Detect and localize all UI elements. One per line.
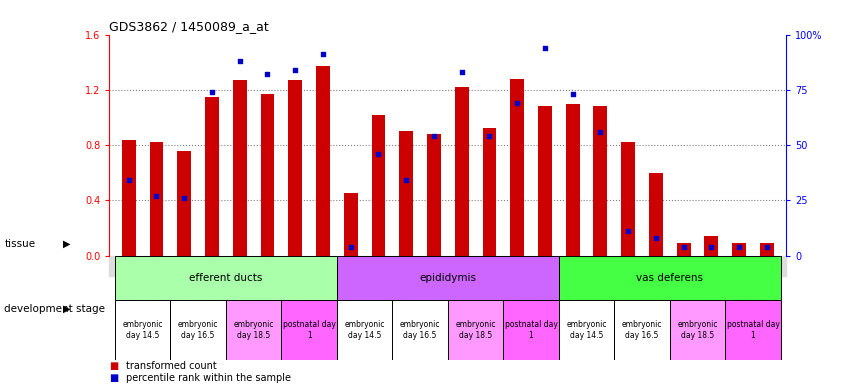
- Bar: [109, 256, 786, 276]
- Bar: [288, 80, 302, 256]
- Bar: [205, 97, 219, 256]
- Point: [233, 58, 246, 64]
- Point: [705, 244, 718, 250]
- Text: development stage: development stage: [4, 304, 105, 314]
- Text: ▶: ▶: [63, 304, 71, 314]
- Text: GDS3862 / 1450089_a_at: GDS3862 / 1450089_a_at: [109, 20, 269, 33]
- Bar: [677, 243, 690, 256]
- Point: [288, 67, 302, 73]
- Text: embryonic
day 16.5: embryonic day 16.5: [399, 320, 441, 339]
- Text: embryonic
day 14.5: embryonic day 14.5: [344, 320, 385, 339]
- Point: [316, 51, 330, 58]
- Bar: [483, 129, 496, 256]
- Bar: [455, 87, 468, 256]
- Bar: [233, 80, 246, 256]
- Point: [649, 235, 663, 241]
- Text: embryonic
day 18.5: embryonic day 18.5: [455, 320, 496, 339]
- Bar: [150, 142, 163, 256]
- Point: [566, 91, 579, 97]
- Point: [455, 69, 468, 75]
- Point: [150, 193, 163, 199]
- Text: transformed count: transformed count: [126, 361, 217, 371]
- Bar: [614, 300, 669, 360]
- Text: embryonic
day 14.5: embryonic day 14.5: [566, 320, 607, 339]
- Bar: [372, 115, 385, 256]
- Bar: [725, 300, 780, 360]
- Bar: [337, 300, 393, 360]
- Bar: [177, 151, 191, 256]
- Point: [427, 133, 441, 139]
- Bar: [344, 194, 357, 256]
- Bar: [760, 243, 774, 256]
- Text: efferent ducts: efferent ducts: [189, 273, 262, 283]
- Bar: [649, 173, 663, 256]
- Point: [399, 177, 413, 184]
- Point: [372, 151, 385, 157]
- Text: embryonic
day 18.5: embryonic day 18.5: [233, 320, 274, 339]
- Bar: [399, 131, 413, 256]
- Text: ▶: ▶: [63, 239, 71, 249]
- Bar: [566, 104, 579, 256]
- Point: [760, 244, 774, 250]
- Bar: [393, 300, 447, 360]
- Text: vas deferens: vas deferens: [637, 273, 703, 283]
- Bar: [503, 300, 558, 360]
- Bar: [171, 300, 226, 360]
- Point: [510, 100, 524, 106]
- Point: [177, 195, 191, 201]
- Bar: [122, 139, 135, 256]
- Bar: [447, 300, 503, 360]
- Text: postnatal day
1: postnatal day 1: [505, 320, 558, 339]
- Point: [538, 45, 552, 51]
- Point: [733, 244, 746, 250]
- Point: [621, 228, 635, 234]
- Point: [261, 71, 274, 78]
- Text: ■: ■: [109, 361, 119, 371]
- Text: embryonic
day 18.5: embryonic day 18.5: [677, 320, 718, 339]
- Bar: [115, 256, 337, 300]
- Point: [677, 244, 690, 250]
- Point: [122, 177, 135, 184]
- Text: percentile rank within the sample: percentile rank within the sample: [126, 373, 291, 383]
- Bar: [427, 134, 441, 256]
- Bar: [337, 256, 558, 300]
- Point: [483, 133, 496, 139]
- Text: embryonic
day 16.5: embryonic day 16.5: [177, 320, 219, 339]
- Bar: [510, 79, 524, 256]
- Bar: [558, 300, 614, 360]
- Point: [594, 129, 607, 135]
- Text: postnatal day
1: postnatal day 1: [283, 320, 336, 339]
- Text: tissue: tissue: [4, 239, 35, 249]
- Bar: [733, 243, 746, 256]
- Bar: [115, 300, 171, 360]
- Bar: [226, 300, 282, 360]
- Text: postnatal day
1: postnatal day 1: [727, 320, 780, 339]
- Bar: [282, 300, 337, 360]
- Text: ■: ■: [109, 373, 119, 383]
- Bar: [594, 106, 607, 256]
- Bar: [705, 236, 718, 256]
- Bar: [621, 142, 635, 256]
- Bar: [669, 300, 725, 360]
- Point: [344, 244, 357, 250]
- Bar: [261, 94, 274, 256]
- Point: [205, 89, 219, 95]
- Bar: [538, 106, 552, 256]
- Bar: [316, 66, 330, 256]
- Text: epididymis: epididymis: [420, 273, 476, 283]
- Text: embryonic
day 14.5: embryonic day 14.5: [123, 320, 163, 339]
- Text: embryonic
day 16.5: embryonic day 16.5: [621, 320, 663, 339]
- Bar: [558, 256, 780, 300]
